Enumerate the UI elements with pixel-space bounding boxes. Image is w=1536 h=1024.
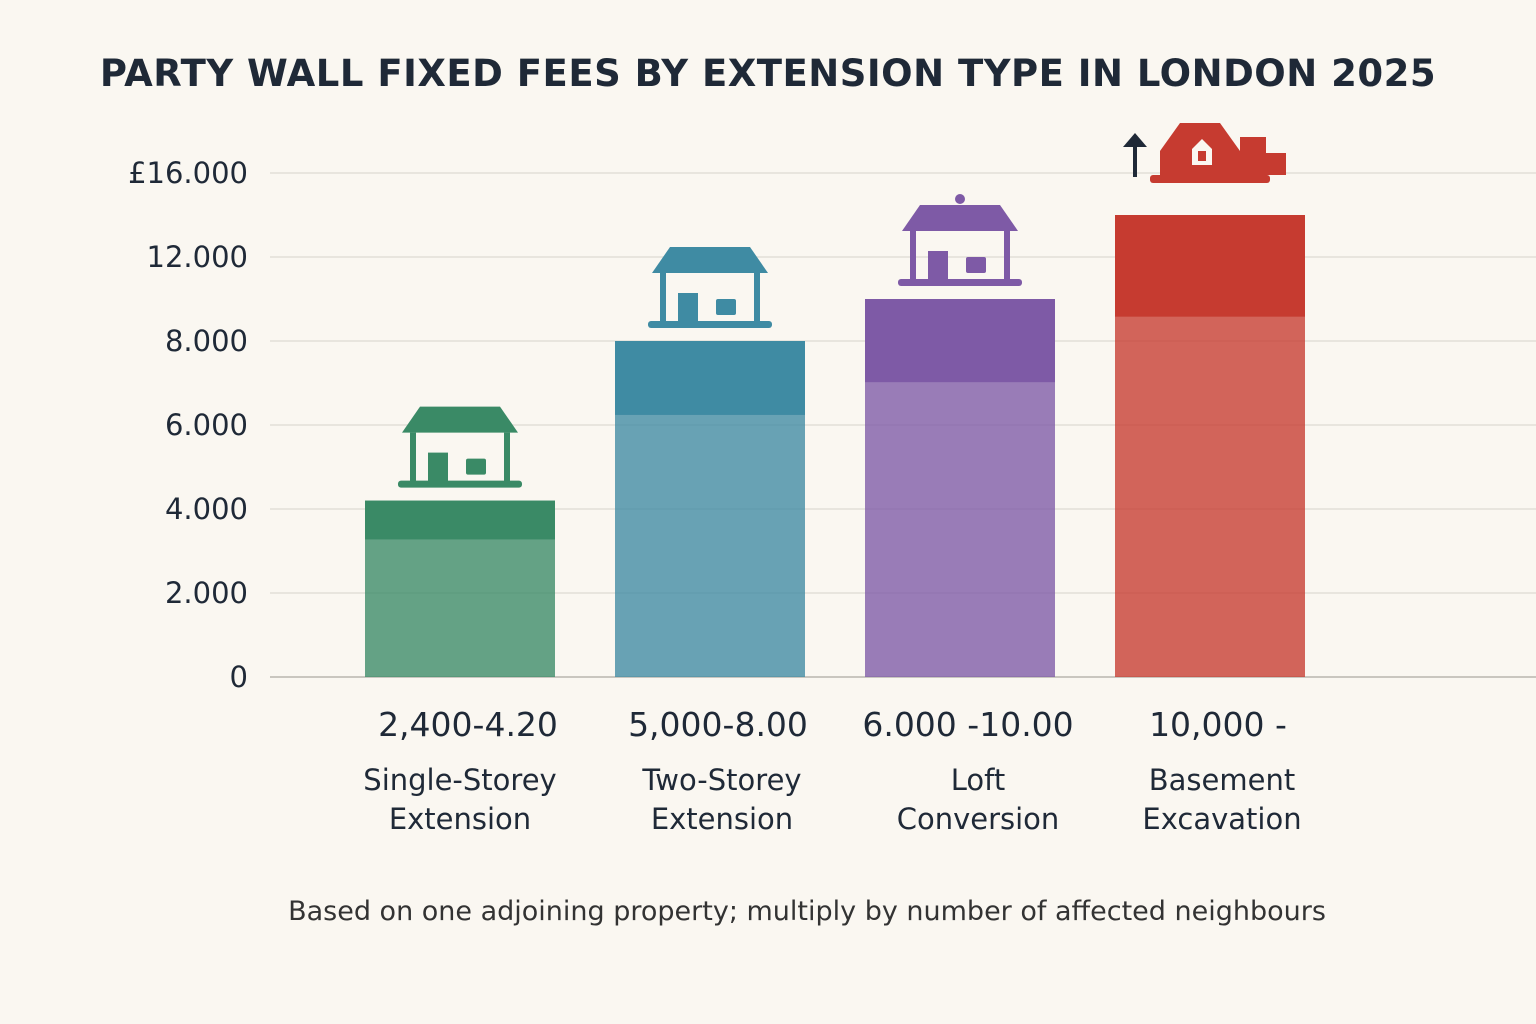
- y-tick-label: 6.000: [165, 408, 248, 442]
- bars: [365, 215, 1305, 677]
- category-label: Excavation: [1142, 802, 1301, 836]
- fee-range-label: 10,000 -: [1149, 705, 1287, 744]
- y-tick-label: 2.000: [165, 576, 248, 610]
- bar-cap: [1115, 215, 1305, 317]
- category-label: Extension: [389, 802, 531, 836]
- category-label: Conversion: [897, 802, 1060, 836]
- bar-cap: [365, 500, 555, 540]
- two-storey-house-icon: [648, 247, 772, 328]
- footnote: Based on one adjoining property; multipl…: [288, 896, 1326, 927]
- category-labels: 2,400-4.20 Single-Storey Extension 5,000-8.…: [363, 705, 1301, 836]
- y-axis-ticks: 0 2.000 4.000 6.000 8.000 12.000 £16.000: [128, 156, 248, 694]
- bar-cap: [615, 341, 805, 415]
- fee-range-label: 6.000 -10.00: [862, 705, 1073, 744]
- category-label: Loft: [951, 763, 1005, 797]
- y-tick-label: 4.000: [165, 492, 248, 526]
- chart-title: PARTY WALL FIXED FEES BY EXTENSION TYPE …: [99, 52, 1437, 95]
- y-tick-label: 8.000: [165, 324, 248, 358]
- loft-house-icon: [898, 194, 1022, 286]
- bungalow-house-icon: [398, 406, 522, 488]
- fee-range-label: 2,400-4.20: [378, 705, 558, 744]
- y-tick-label: 12.000: [147, 240, 248, 274]
- fee-range-label: 5,000-8.00: [628, 705, 808, 744]
- category-label: Extension: [651, 802, 793, 836]
- basement-house-icon: [1150, 123, 1286, 183]
- house-icons: [398, 123, 1286, 488]
- bar-cap: [865, 299, 1055, 383]
- y-tick-label: 0: [230, 660, 248, 694]
- category-label: Basement: [1149, 763, 1295, 797]
- category-label: Single-Storey: [363, 763, 556, 797]
- category-label: Two-Storey: [641, 763, 801, 797]
- y-tick-label: £16.000: [128, 156, 248, 190]
- up-arrow-icon: [1123, 133, 1147, 177]
